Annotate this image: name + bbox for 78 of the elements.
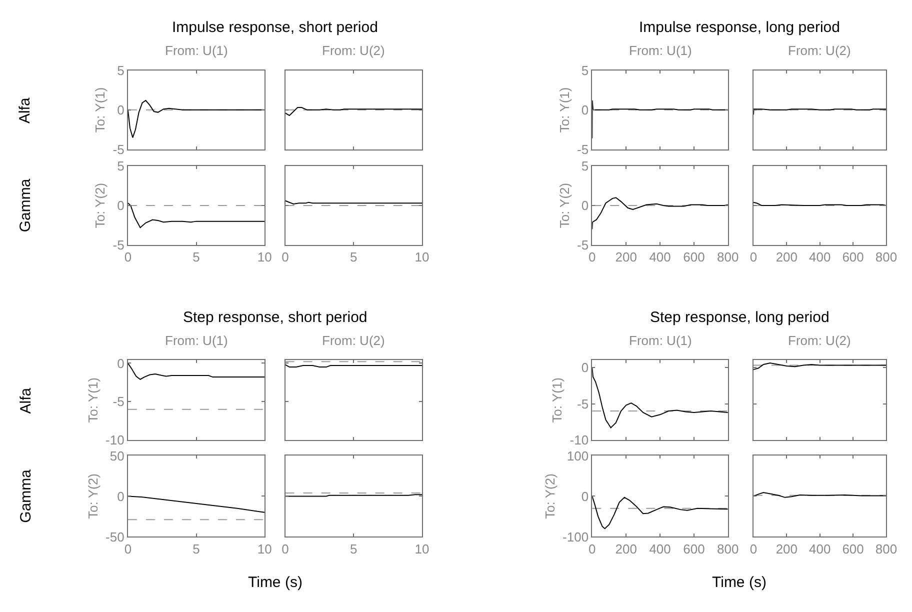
y-tick-label: -5 <box>577 142 589 157</box>
y-tick-label: 0 <box>117 102 124 118</box>
x-tick-label: 0 <box>282 541 289 556</box>
chart-subtitle: From: U(2) <box>322 333 385 348</box>
y-tick-label: 0 <box>581 102 589 118</box>
x-tick-label: 10 <box>414 541 430 556</box>
chart-subtitle: From: U(1) <box>629 43 692 58</box>
y-axis-title: To: Y(2) <box>542 474 558 519</box>
chart-subtitle: From: U(2) <box>788 333 851 348</box>
x-axis-title: Time (s) <box>712 574 766 591</box>
y-axis-title: To: Y(2) <box>92 182 108 228</box>
y-axis-title: To: Y(1) <box>556 87 572 133</box>
x-tick-label: 5 <box>192 250 200 265</box>
x-tick-label: 800 <box>717 541 739 556</box>
y-tick-label: -5 <box>112 238 124 253</box>
x-tick-label: 400 <box>649 541 671 556</box>
x-tick-label: 400 <box>809 250 831 265</box>
y-tick-label: 5 <box>581 62 589 78</box>
x-tick-label: 0 <box>282 250 289 265</box>
x-tick-label: 600 <box>683 250 705 265</box>
chart-subtitle: From: U(1) <box>165 333 228 348</box>
y-tick-label: -10 <box>570 432 589 448</box>
x-tick-label: 800 <box>875 541 898 556</box>
x-tick-label: 600 <box>842 541 864 556</box>
y-tick-label: -5 <box>112 394 124 410</box>
x-tick-label: 200 <box>776 541 798 556</box>
chart-subtitle: From: U(2) <box>788 43 851 58</box>
y-tick-label: 0 <box>581 488 589 504</box>
x-tick-label: 400 <box>649 250 671 265</box>
x-tick-label: 800 <box>875 250 898 265</box>
y-tick-label: -100 <box>562 529 589 544</box>
y-tick-label: 5 <box>117 62 124 78</box>
y-tick-label: -5 <box>577 238 589 253</box>
chart-title: Impulse response, short period <box>172 19 378 36</box>
x-tick-label: 5 <box>350 541 358 556</box>
text: Gamma <box>17 468 34 523</box>
y-tick-label: 0 <box>117 198 124 214</box>
y-axis-title: To: Y(2) <box>85 474 100 519</box>
x-tick-label: 200 <box>776 250 798 265</box>
y-tick-label: -50 <box>106 529 124 544</box>
chart-title: Impulse response, long period <box>639 19 840 36</box>
chart-title: Step response, long period <box>650 309 830 326</box>
x-tick-label: 0 <box>750 541 758 556</box>
y-tick-label: -5 <box>577 396 589 412</box>
y-tick-label: 5 <box>117 158 124 174</box>
x-tick-label: 5 <box>192 541 200 556</box>
text: Alfa <box>18 387 35 414</box>
x-tick-label: 200 <box>615 250 637 265</box>
x-tick-label: 5 <box>350 250 358 265</box>
y-tick-label: 0 <box>117 488 124 504</box>
y-tick-label: -10 <box>106 432 124 448</box>
x-tick-label: 10 <box>257 250 272 265</box>
chart-title: Step response, short period <box>183 309 368 326</box>
y-tick-label: 5 <box>581 158 589 174</box>
x-tick-label: 10 <box>414 250 430 265</box>
x-tick-label: 200 <box>615 541 637 556</box>
y-tick-label: 50 <box>110 448 124 464</box>
y-axis-title: To: Y(1) <box>85 377 100 423</box>
x-axis-title: Time (s) <box>248 574 302 591</box>
y-tick-label: 0 <box>581 360 589 375</box>
chart-subtitle: From: U(2) <box>322 43 385 58</box>
x-tick-label: 600 <box>683 541 705 556</box>
y-tick-label: 100 <box>566 448 589 464</box>
y-axis-title: To: Y(2) <box>556 182 572 228</box>
y-axis-title: To: Y(1) <box>92 87 108 133</box>
x-tick-label: 0 <box>750 250 758 265</box>
x-tick-label: 10 <box>257 541 272 556</box>
x-tick-label: 600 <box>842 250 864 265</box>
x-tick-label: 800 <box>717 250 739 265</box>
y-tick-label: -5 <box>112 142 124 157</box>
text: Alfa <box>16 97 34 124</box>
y-tick-label: 0 <box>581 198 589 214</box>
text: Gamma <box>17 178 34 232</box>
y-axis-title: To: Y(1) <box>550 377 565 423</box>
y-tick-label: 0 <box>117 356 124 371</box>
chart-subtitle: From: U(1) <box>629 333 692 348</box>
chart-subtitle: From: U(1) <box>165 43 228 58</box>
x-tick-label: 400 <box>809 541 831 556</box>
